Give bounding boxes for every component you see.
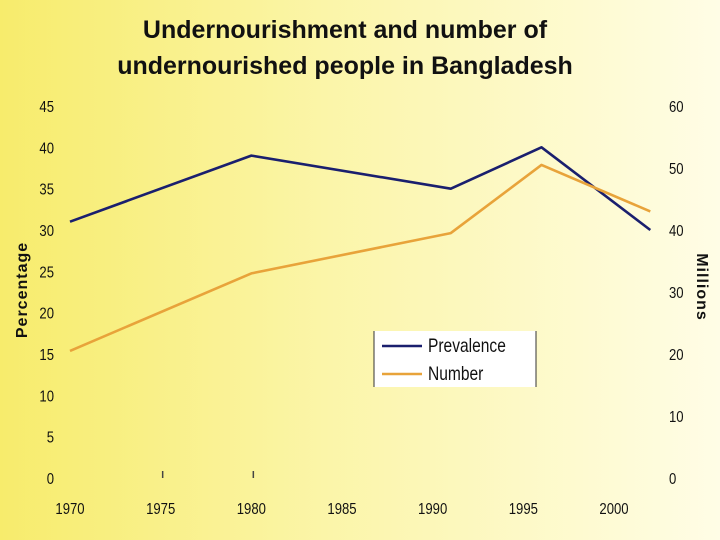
y-left-tick-label: 0 — [47, 471, 54, 488]
x-tick-label: 1970 — [55, 501, 84, 518]
x-tick-label: 1980 — [237, 501, 266, 518]
y-left-tick-label: 5 — [47, 430, 54, 447]
y-left-tick-label: 25 — [39, 264, 54, 281]
x-tick-label: 1990 — [418, 501, 447, 518]
legend-box — [374, 331, 536, 387]
y-left-axis-title: Percentage — [14, 242, 31, 338]
y-right-tick-label: 40 — [669, 223, 684, 240]
y-left-tick-label: 10 — [39, 388, 54, 405]
y-left-tick-label: 40 — [39, 140, 54, 157]
x-tick-label: 1995 — [509, 501, 538, 518]
series-line-prevalence — [69, 146, 652, 232]
y-left-tick-label: 35 — [39, 182, 54, 199]
x-tick-label: 2000 — [599, 501, 628, 518]
y-left-tick-label: 20 — [39, 306, 54, 323]
legend-label-prevalence: Prevalence — [428, 335, 506, 357]
x-tick-label: 1975 — [146, 501, 175, 518]
y-right-tick-label: 30 — [669, 285, 684, 302]
chart-title-line-2: undernourished people in Bangladesh — [117, 52, 573, 80]
y-left-tick-label: 30 — [39, 223, 54, 240]
y-right-tick-label: 0 — [669, 471, 676, 488]
y-right-axis-title: Millions — [693, 253, 710, 321]
chart-title-line-1: Undernourishment and number of — [142, 16, 548, 44]
y-right-tick-label: 20 — [669, 347, 684, 364]
series-line-number — [69, 163, 651, 353]
y-left-tick-label: 45 — [39, 99, 54, 116]
y-right-tick-label: 50 — [669, 161, 684, 178]
legend-label-number: Number — [428, 363, 484, 385]
y-right-tick-label: 60 — [669, 99, 684, 116]
x-tick-label: 1985 — [327, 501, 356, 518]
y-right-tick-label: 10 — [669, 409, 684, 426]
y-left-tick-label: 15 — [39, 347, 54, 364]
